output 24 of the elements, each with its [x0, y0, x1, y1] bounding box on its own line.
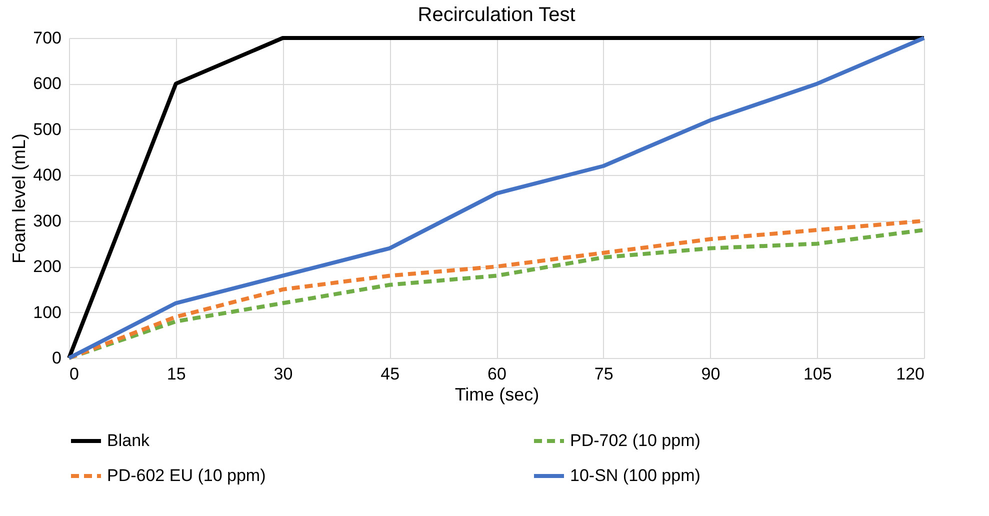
y-tick-label: 0 — [52, 348, 62, 368]
x-tick-label: 90 — [701, 364, 720, 384]
chart-title: Recirculation Test — [418, 4, 576, 26]
y-tick-label: 600 — [33, 74, 62, 94]
legend-label: PD-602 EU (10 ppm) — [107, 466, 266, 485]
x-tick-label: 120 — [896, 364, 924, 384]
x-tick-label: 60 — [488, 364, 506, 384]
y-axis-title: Foam level (mL) — [9, 133, 30, 264]
legend-label: PD-702 (10 ppm) — [570, 431, 700, 450]
x-tick-label: 0 — [70, 364, 79, 384]
x-tick-label: 45 — [380, 364, 400, 384]
y-tick-label: 100 — [33, 302, 62, 322]
x-tick-label: 75 — [594, 364, 614, 384]
x-tick-label: 15 — [166, 364, 186, 384]
legend-label: Blank — [107, 431, 150, 450]
y-tick-label: 200 — [33, 257, 62, 276]
x-tick-label: 105 — [803, 364, 832, 384]
x-axis-title: Time (sec) — [454, 384, 540, 404]
x-tick-label: 30 — [274, 364, 293, 384]
y-tick-label: 500 — [33, 120, 62, 139]
y-tick-label: 700 — [33, 28, 62, 48]
y-tick-label: 300 — [33, 211, 62, 230]
y-tick-label: 400 — [33, 166, 62, 185]
legend-label: 10-SN (100 ppm) — [570, 466, 700, 485]
